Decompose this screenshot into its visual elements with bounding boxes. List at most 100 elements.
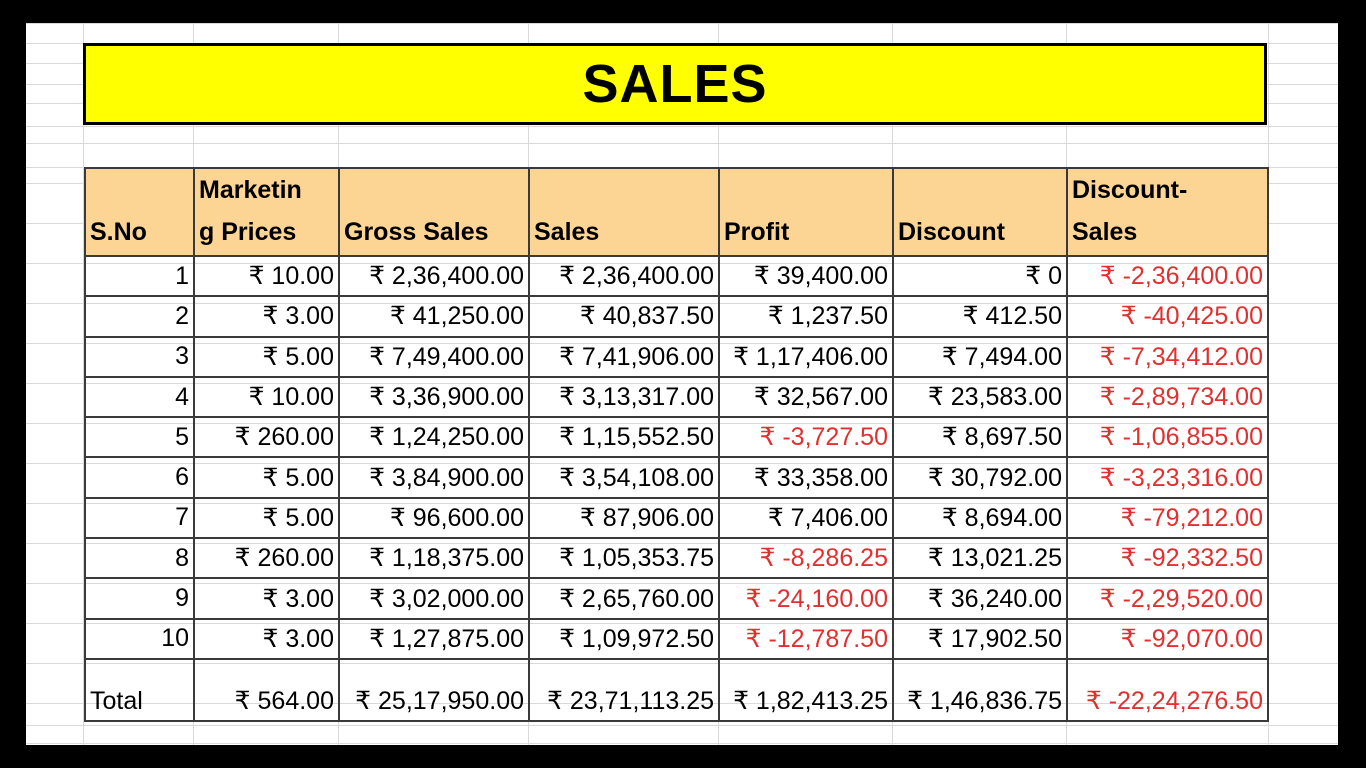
header-profit[interactable]: Profit (718, 167, 894, 257)
cell-gross-sales[interactable]: ₹ 3,02,000.00 (338, 577, 530, 620)
cell-sales[interactable]: ₹ 1,05,353.75 (528, 537, 720, 580)
cell-discount[interactable]: ₹ 13,021.25 (892, 537, 1068, 580)
cell-discount-sales[interactable]: ₹ -2,89,734.00 (1066, 375, 1269, 419)
cell-profit[interactable]: ₹ 1,237.50 (718, 295, 894, 338)
cell-marketing-price[interactable]: ₹ 5.00 (193, 335, 340, 378)
cell-sales[interactable]: ₹ 7,41,906.00 (528, 335, 720, 378)
cell-gross-sales[interactable]: ₹ 1,18,375.00 (338, 537, 530, 580)
cell-sales[interactable]: ₹ 3,54,108.00 (528, 456, 720, 499)
cell-discount-sales[interactable]: ₹ -40,425.00 (1066, 295, 1269, 338)
gridline (26, 725, 1338, 726)
total-marketing-price[interactable]: ₹ 564.00 (193, 657, 340, 722)
total-discount-sales[interactable]: ₹ -22,24,276.50 (1066, 657, 1269, 722)
cell-sno[interactable]: 9 (84, 577, 195, 620)
total-row: Total ₹ 564.00 ₹ 25,17,950.00 ₹ 23,71,113.2… (84, 657, 1269, 722)
cell-marketing-price[interactable]: ₹ 3.00 (193, 295, 340, 338)
cell-sales[interactable]: ₹ 2,36,400.00 (528, 254, 720, 298)
cell-sales[interactable]: ₹ 40,837.50 (528, 295, 720, 338)
cell-sno[interactable]: 10 (84, 617, 195, 660)
cell-profit[interactable]: ₹ -8,286.25 (718, 537, 894, 580)
header-label: Discount- (1072, 176, 1188, 204)
total-profit[interactable]: ₹ 1,82,413.25 (718, 657, 894, 722)
spreadsheet-area: SALES S.No Marketin g Prices Gross Sales … (26, 23, 1338, 745)
gridline (26, 126, 1338, 127)
cell-discount[interactable]: ₹ 17,902.50 (892, 617, 1068, 660)
cell-profit[interactable]: ₹ -24,160.00 (718, 577, 894, 620)
cell-gross-sales[interactable]: ₹ 3,36,900.00 (338, 375, 530, 419)
table-row: 3 ₹ 5.00 ₹ 7,49,400.00 ₹ 7,41,906.00 ₹ 1,17,… (84, 335, 1269, 378)
cell-sno[interactable]: 3 (84, 335, 195, 378)
cell-sno[interactable]: 7 (84, 496, 195, 540)
cell-discount-sales[interactable]: ₹ -79,212.00 (1066, 496, 1269, 540)
cell-gross-sales[interactable]: ₹ 2,36,400.00 (338, 254, 530, 298)
header-discount[interactable]: Discount (892, 167, 1068, 257)
header-discount-sales[interactable]: Discount- Sales (1066, 167, 1269, 257)
cell-discount-sales[interactable]: ₹ -7,34,412.00 (1066, 335, 1269, 378)
cell-marketing-price[interactable]: ₹ 260.00 (193, 537, 340, 580)
table-row: 5 ₹ 260.00 ₹ 1,24,250.00 ₹ 1,15,552.50 ₹ -3,… (84, 416, 1269, 459)
total-sales[interactable]: ₹ 23,71,113.25 (528, 657, 720, 722)
header-sales[interactable]: Sales (528, 167, 720, 257)
header-gross-sales[interactable]: Gross Sales (338, 167, 530, 257)
cell-profit[interactable]: ₹ 7,406.00 (718, 496, 894, 540)
cell-profit[interactable]: ₹ -3,727.50 (718, 416, 894, 459)
total-gross-sales[interactable]: ₹ 25,17,950.00 (338, 657, 530, 722)
cell-sales[interactable]: ₹ 87,906.00 (528, 496, 720, 540)
table-row: 9 ₹ 3.00 ₹ 3,02,000.00 ₹ 2,65,760.00 ₹ -24,1… (84, 577, 1269, 620)
cell-sno[interactable]: 2 (84, 295, 195, 338)
table-row: 7 ₹ 5.00 ₹ 96,600.00 ₹ 87,906.00 ₹ 7,406.00 ₹… (84, 496, 1269, 540)
header-sno[interactable]: S.No (84, 167, 195, 257)
cell-sales[interactable]: ₹ 2,65,760.00 (528, 577, 720, 620)
cell-gross-sales[interactable]: ₹ 3,84,900.00 (338, 456, 530, 499)
cell-marketing-price[interactable]: ₹ 3.00 (193, 577, 340, 620)
cell-discount[interactable]: ₹ 36,240.00 (892, 577, 1068, 620)
cell-sales[interactable]: ₹ 1,09,972.50 (528, 617, 720, 660)
header-marketing-prices[interactable]: Marketin g Prices (193, 167, 340, 257)
cell-sno[interactable]: 4 (84, 375, 195, 419)
header-label: g Prices (199, 218, 297, 246)
cell-sno[interactable]: 6 (84, 456, 195, 499)
cell-gross-sales[interactable]: ₹ 7,49,400.00 (338, 335, 530, 378)
cell-gross-sales[interactable]: ₹ 1,27,875.00 (338, 617, 530, 660)
cell-discount[interactable]: ₹ 23,583.00 (892, 375, 1068, 419)
cell-discount-sales[interactable]: ₹ -1,06,855.00 (1066, 416, 1269, 459)
cell-sno[interactable]: 8 (84, 537, 195, 580)
cell-discount[interactable]: ₹ 7,494.00 (892, 335, 1068, 378)
cell-discount[interactable]: ₹ 412.50 (892, 295, 1068, 338)
cell-marketing-price[interactable]: ₹ 5.00 (193, 456, 340, 499)
cell-profit[interactable]: ₹ 33,358.00 (718, 456, 894, 499)
cell-marketing-price[interactable]: ₹ 5.00 (193, 496, 340, 540)
cell-profit[interactable]: ₹ 39,400.00 (718, 254, 894, 298)
header-label: Gross Sales (344, 218, 489, 246)
total-discount[interactable]: ₹ 1,46,836.75 (892, 657, 1068, 722)
cell-discount-sales[interactable]: ₹ -2,36,400.00 (1066, 254, 1269, 298)
cell-discount[interactable]: ₹ 0 (892, 254, 1068, 298)
cell-marketing-price[interactable]: ₹ 10.00 (193, 254, 340, 298)
cell-discount-sales[interactable]: ₹ -92,332.50 (1066, 537, 1269, 580)
cell-marketing-price[interactable]: ₹ 260.00 (193, 416, 340, 459)
gridline (83, 23, 84, 745)
cell-gross-sales[interactable]: ₹ 41,250.00 (338, 295, 530, 338)
table-row: 2 ₹ 3.00 ₹ 41,250.00 ₹ 40,837.50 ₹ 1,237.50 ₹… (84, 295, 1269, 338)
cell-gross-sales[interactable]: ₹ 96,600.00 (338, 496, 530, 540)
total-label[interactable]: Total (84, 657, 195, 722)
table-row: 6 ₹ 5.00 ₹ 3,84,900.00 ₹ 3,54,108.00 ₹ 33,35… (84, 456, 1269, 499)
title-banner[interactable]: SALES (83, 43, 1267, 125)
cell-gross-sales[interactable]: ₹ 1,24,250.00 (338, 416, 530, 459)
cell-marketing-price[interactable]: ₹ 3.00 (193, 617, 340, 660)
cell-discount-sales[interactable]: ₹ -2,29,520.00 (1066, 577, 1269, 620)
cell-discount[interactable]: ₹ 8,697.50 (892, 416, 1068, 459)
cell-profit[interactable]: ₹ -12,787.50 (718, 617, 894, 660)
cell-sales[interactable]: ₹ 1,15,552.50 (528, 416, 720, 459)
cell-profit[interactable]: ₹ 1,17,406.00 (718, 335, 894, 378)
cell-discount-sales[interactable]: ₹ -92,070.00 (1066, 617, 1269, 660)
cell-profit[interactable]: ₹ 32,567.00 (718, 375, 894, 419)
cell-sno[interactable]: 5 (84, 416, 195, 459)
cell-discount-sales[interactable]: ₹ -3,23,316.00 (1066, 456, 1269, 499)
cell-marketing-price[interactable]: ₹ 10.00 (193, 375, 340, 419)
cell-discount[interactable]: ₹ 8,694.00 (892, 496, 1068, 540)
table-row: 1 ₹ 10.00 ₹ 2,36,400.00 ₹ 2,36,400.00 ₹ 39,4… (84, 254, 1269, 298)
cell-sno[interactable]: 1 (84, 254, 195, 298)
cell-sales[interactable]: ₹ 3,13,317.00 (528, 375, 720, 419)
cell-discount[interactable]: ₹ 30,792.00 (892, 456, 1068, 499)
